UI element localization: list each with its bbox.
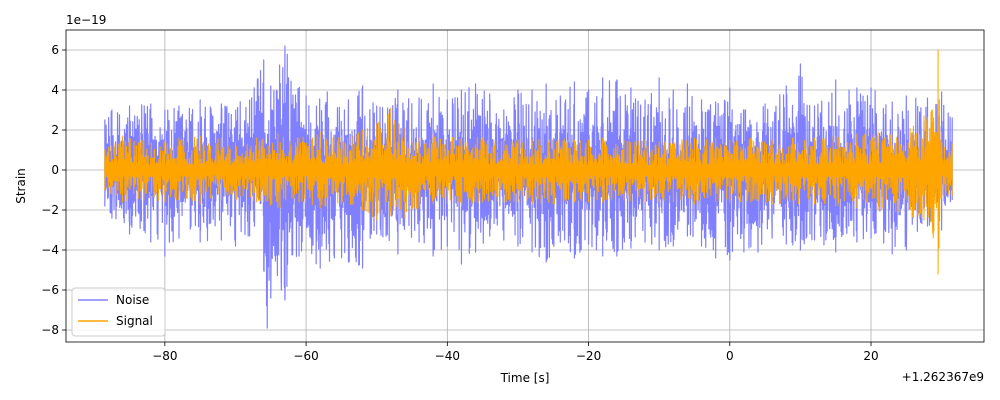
x-tick-label: −40 <box>435 349 460 363</box>
legend-label-noise: Noise <box>116 293 149 307</box>
x-tick-label: −80 <box>152 349 177 363</box>
y-tick-label: 4 <box>51 83 59 97</box>
x-tick-label: 0 <box>726 349 734 363</box>
plot-frame <box>65 29 985 343</box>
y-axis-label: Strain <box>14 168 28 204</box>
x-offset-label: +1.262367e9 <box>902 370 984 384</box>
plot-series <box>104 45 953 329</box>
x-tick-label: 20 <box>863 349 878 363</box>
y-tick-label: 6 <box>51 43 59 57</box>
legend-label-signal: Signal <box>116 314 153 328</box>
y-tick-label: 0 <box>51 163 59 177</box>
y-tick-label: 2 <box>51 123 59 137</box>
legend: Noise Signal <box>71 287 166 337</box>
x-axis-label: Time [s] <box>500 371 550 385</box>
y-tick-label: −2 <box>41 203 59 217</box>
series-line-signal <box>104 49 953 275</box>
y-tick-label: −8 <box>41 323 59 337</box>
y-scale-label: 1e−19 <box>66 13 106 27</box>
y-axis-ticks: −8 −6 −4 −2 0 2 4 6 <box>41 43 66 337</box>
x-axis-ticks: −80 −60 −40 −20 0 20 <box>152 342 879 363</box>
y-tick-label: −4 <box>41 243 59 257</box>
x-tick-label: −60 <box>293 349 318 363</box>
x-tick-label: −20 <box>576 349 601 363</box>
y-tick-label: −6 <box>41 283 59 297</box>
